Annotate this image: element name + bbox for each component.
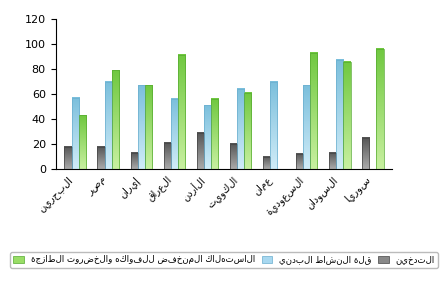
Bar bbox=[79, 115, 86, 169]
Bar bbox=[296, 154, 303, 169]
Legend: ةجزاطلا تورضخلاو هكاوفلل ضفخنملا كالهتسالا, يندبلا طاشنلا ةلق, نيخدتلا: ةجزاطلا تورضخلاو هكاوفلل ضفخنملا كالهتسا… bbox=[10, 252, 438, 268]
Bar bbox=[98, 147, 105, 169]
Bar bbox=[244, 93, 251, 169]
Bar bbox=[197, 133, 204, 169]
Bar bbox=[178, 55, 185, 169]
Bar bbox=[211, 99, 218, 169]
Bar bbox=[130, 153, 138, 169]
Bar bbox=[263, 157, 270, 169]
Bar bbox=[362, 138, 369, 169]
Bar bbox=[336, 60, 343, 169]
Bar bbox=[310, 53, 318, 169]
Bar bbox=[171, 99, 178, 169]
Bar bbox=[329, 153, 336, 169]
Bar bbox=[65, 147, 72, 169]
Bar bbox=[105, 82, 112, 169]
Bar bbox=[112, 70, 119, 169]
Bar bbox=[145, 85, 152, 169]
Bar bbox=[204, 105, 211, 169]
Bar bbox=[230, 144, 237, 169]
Bar bbox=[270, 82, 277, 169]
Bar bbox=[237, 89, 244, 169]
Bar bbox=[164, 143, 171, 169]
Bar bbox=[376, 49, 383, 169]
Bar bbox=[138, 85, 145, 169]
Bar bbox=[343, 62, 350, 169]
Bar bbox=[303, 85, 310, 169]
Bar bbox=[72, 98, 79, 169]
